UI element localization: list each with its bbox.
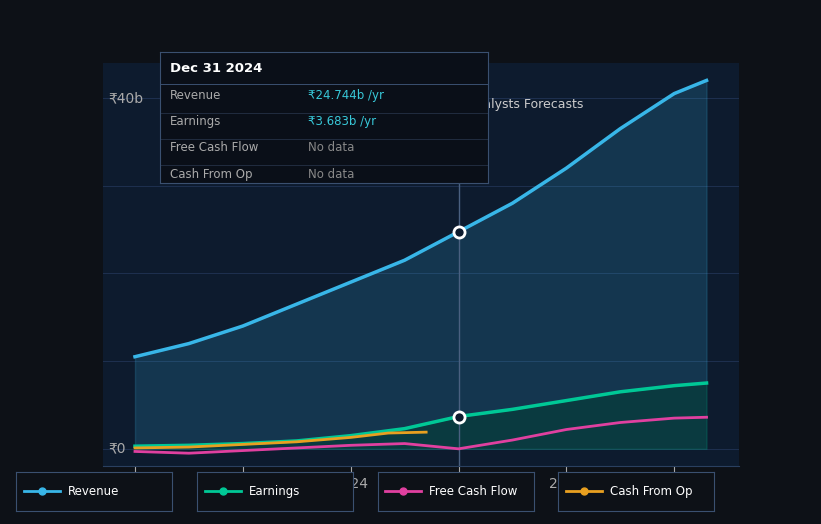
Text: Revenue: Revenue [68,485,119,498]
Text: ₹3.683b /yr: ₹3.683b /yr [308,115,376,128]
Text: Analysts Forecasts: Analysts Forecasts [467,98,584,111]
Text: Cash From Op: Cash From Op [610,485,692,498]
Text: Dec 31 2024: Dec 31 2024 [170,61,263,74]
Text: Free Cash Flow: Free Cash Flow [429,485,517,498]
Text: Past: Past [424,98,450,111]
Text: No data: No data [308,141,354,155]
Text: Earnings: Earnings [249,485,300,498]
Text: Earnings: Earnings [170,115,222,128]
Text: Free Cash Flow: Free Cash Flow [170,141,259,155]
Text: Revenue: Revenue [170,89,222,102]
Text: ₹40b: ₹40b [108,91,143,105]
Text: Cash From Op: Cash From Op [170,168,252,181]
Text: No data: No data [308,168,354,181]
Text: ₹0: ₹0 [108,442,126,456]
Text: ₹24.744b /yr: ₹24.744b /yr [308,89,384,102]
